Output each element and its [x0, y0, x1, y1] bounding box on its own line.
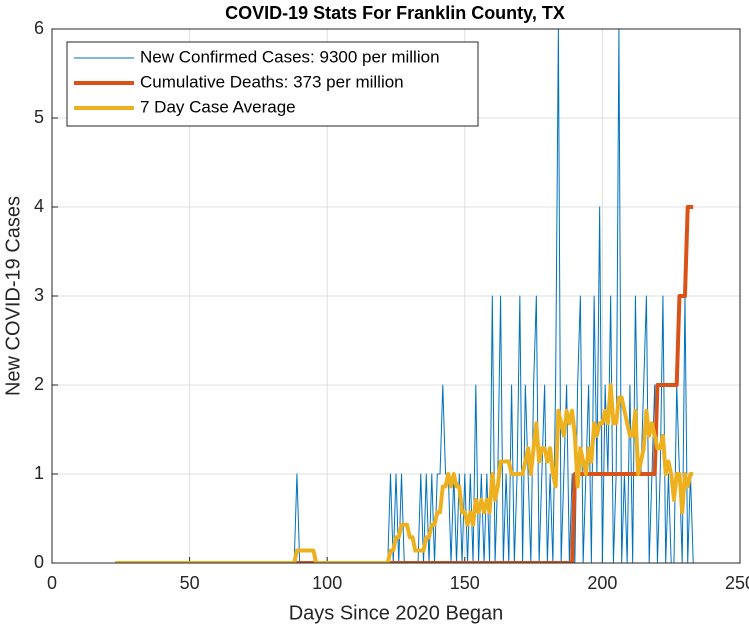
legend: New Confirmed Cases: 9300 per million Cum… — [66, 41, 479, 127]
x-tick-label: 250 — [725, 573, 749, 593]
x-tick-label: 200 — [587, 573, 617, 593]
x-tick-label: 100 — [312, 573, 342, 593]
legend-label: 7 Day Case Average — [140, 97, 296, 116]
legend-label: New Confirmed Cases: 9300 per million — [140, 47, 440, 66]
legend-box — [66, 41, 479, 127]
y-tick-label: 1 — [34, 463, 44, 483]
series-line — [115, 205, 694, 563]
y-tick-label: 5 — [34, 107, 44, 127]
y-axis-label: New COVID-19 Cases — [2, 196, 24, 396]
plot-area — [115, 29, 694, 563]
x-tick-label: 150 — [450, 573, 480, 593]
series-line — [115, 383, 694, 563]
chart-title: COVID-19 Stats For Franklin County, TX — [225, 3, 565, 23]
axes-box — [51, 28, 741, 564]
x-tick-label: 0 — [47, 573, 57, 593]
y-tick-label: 3 — [34, 285, 44, 305]
x-axis-label: Days Since 2020 Began — [289, 602, 504, 624]
y-tick-label: 2 — [34, 374, 44, 394]
y-tick-label: 0 — [34, 552, 44, 572]
legend-label: Cumulative Deaths: 373 per million — [140, 72, 404, 91]
y-tick-label: 4 — [34, 196, 44, 216]
x-tick-label: 50 — [180, 573, 200, 593]
y-tick-label: 6 — [34, 18, 44, 38]
